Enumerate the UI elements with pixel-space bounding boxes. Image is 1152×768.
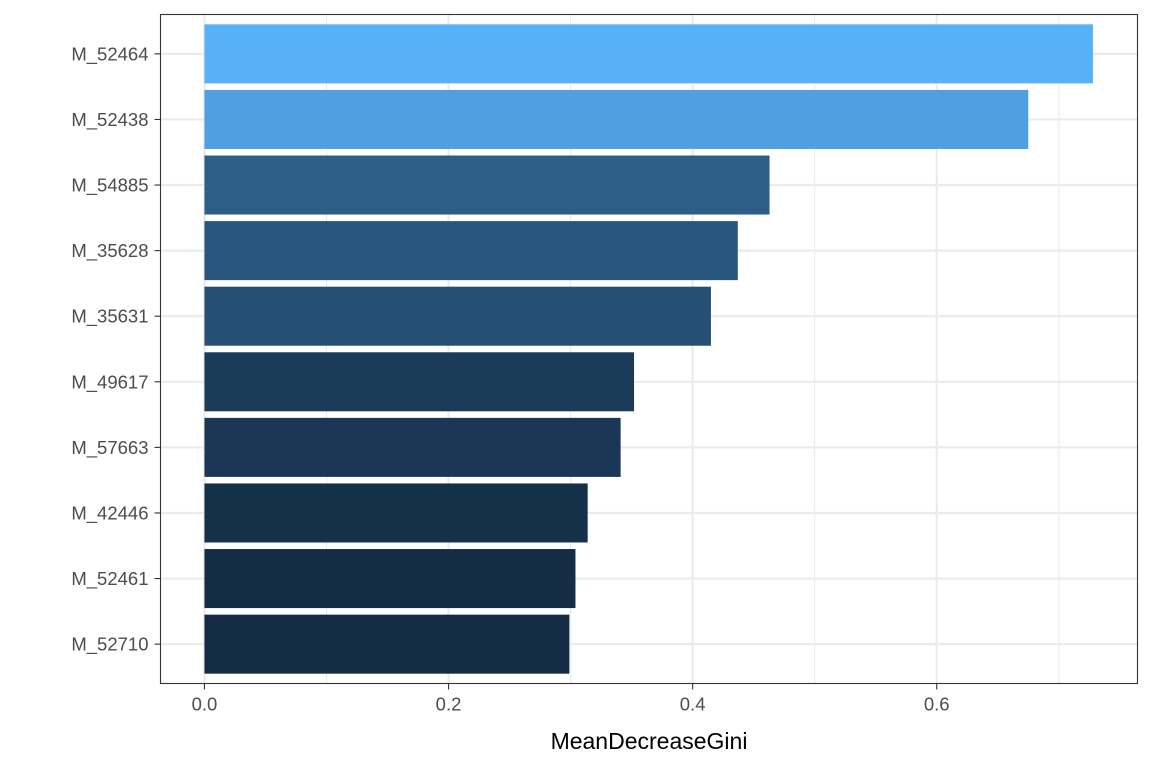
bar-M_52438 bbox=[204, 89, 1029, 149]
bar-M_57663 bbox=[204, 417, 621, 477]
y-tick-label: M_35628 bbox=[71, 240, 148, 262]
x-tick-label: 0.4 bbox=[680, 694, 706, 715]
x-tick-label: 0.6 bbox=[924, 694, 950, 715]
y-tick-label: M_49617 bbox=[71, 371, 148, 393]
y-tick-label: M_52464 bbox=[71, 43, 148, 65]
bars bbox=[204, 24, 1093, 674]
bar-M_49617 bbox=[204, 352, 635, 412]
y-tick-label: M_57663 bbox=[71, 437, 148, 459]
y-tick-label: M_52438 bbox=[71, 109, 148, 131]
x-axis-title: MeanDecreaseGini bbox=[551, 728, 748, 754]
bar-M_35628 bbox=[204, 221, 738, 281]
bar-M_52710 bbox=[204, 614, 570, 674]
bar-M_42446 bbox=[204, 483, 588, 543]
y-tick-label: M_35631 bbox=[71, 306, 148, 328]
bar-M_52461 bbox=[204, 549, 576, 609]
x-tick-label: 0.0 bbox=[192, 694, 218, 715]
bar-M_54885 bbox=[204, 155, 770, 215]
y-tick-label: M_54885 bbox=[71, 175, 148, 197]
y-tick-label: M_52461 bbox=[71, 568, 148, 590]
y-tick-label: M_42446 bbox=[71, 502, 148, 524]
x-tick-label: 0.2 bbox=[436, 694, 462, 715]
plot-panel-border bbox=[159, 13, 1139, 685]
y-axis: M_52464 M_52438 M_54885 M_35628 M_35631 M_496… bbox=[71, 43, 161, 656]
y-tick-label: M_52710 bbox=[71, 634, 148, 656]
bar-M_35631 bbox=[204, 286, 711, 346]
bar-M_52464 bbox=[204, 24, 1093, 84]
x-axis: 0.0 0.2 0.4 0.6 bbox=[192, 683, 950, 715]
